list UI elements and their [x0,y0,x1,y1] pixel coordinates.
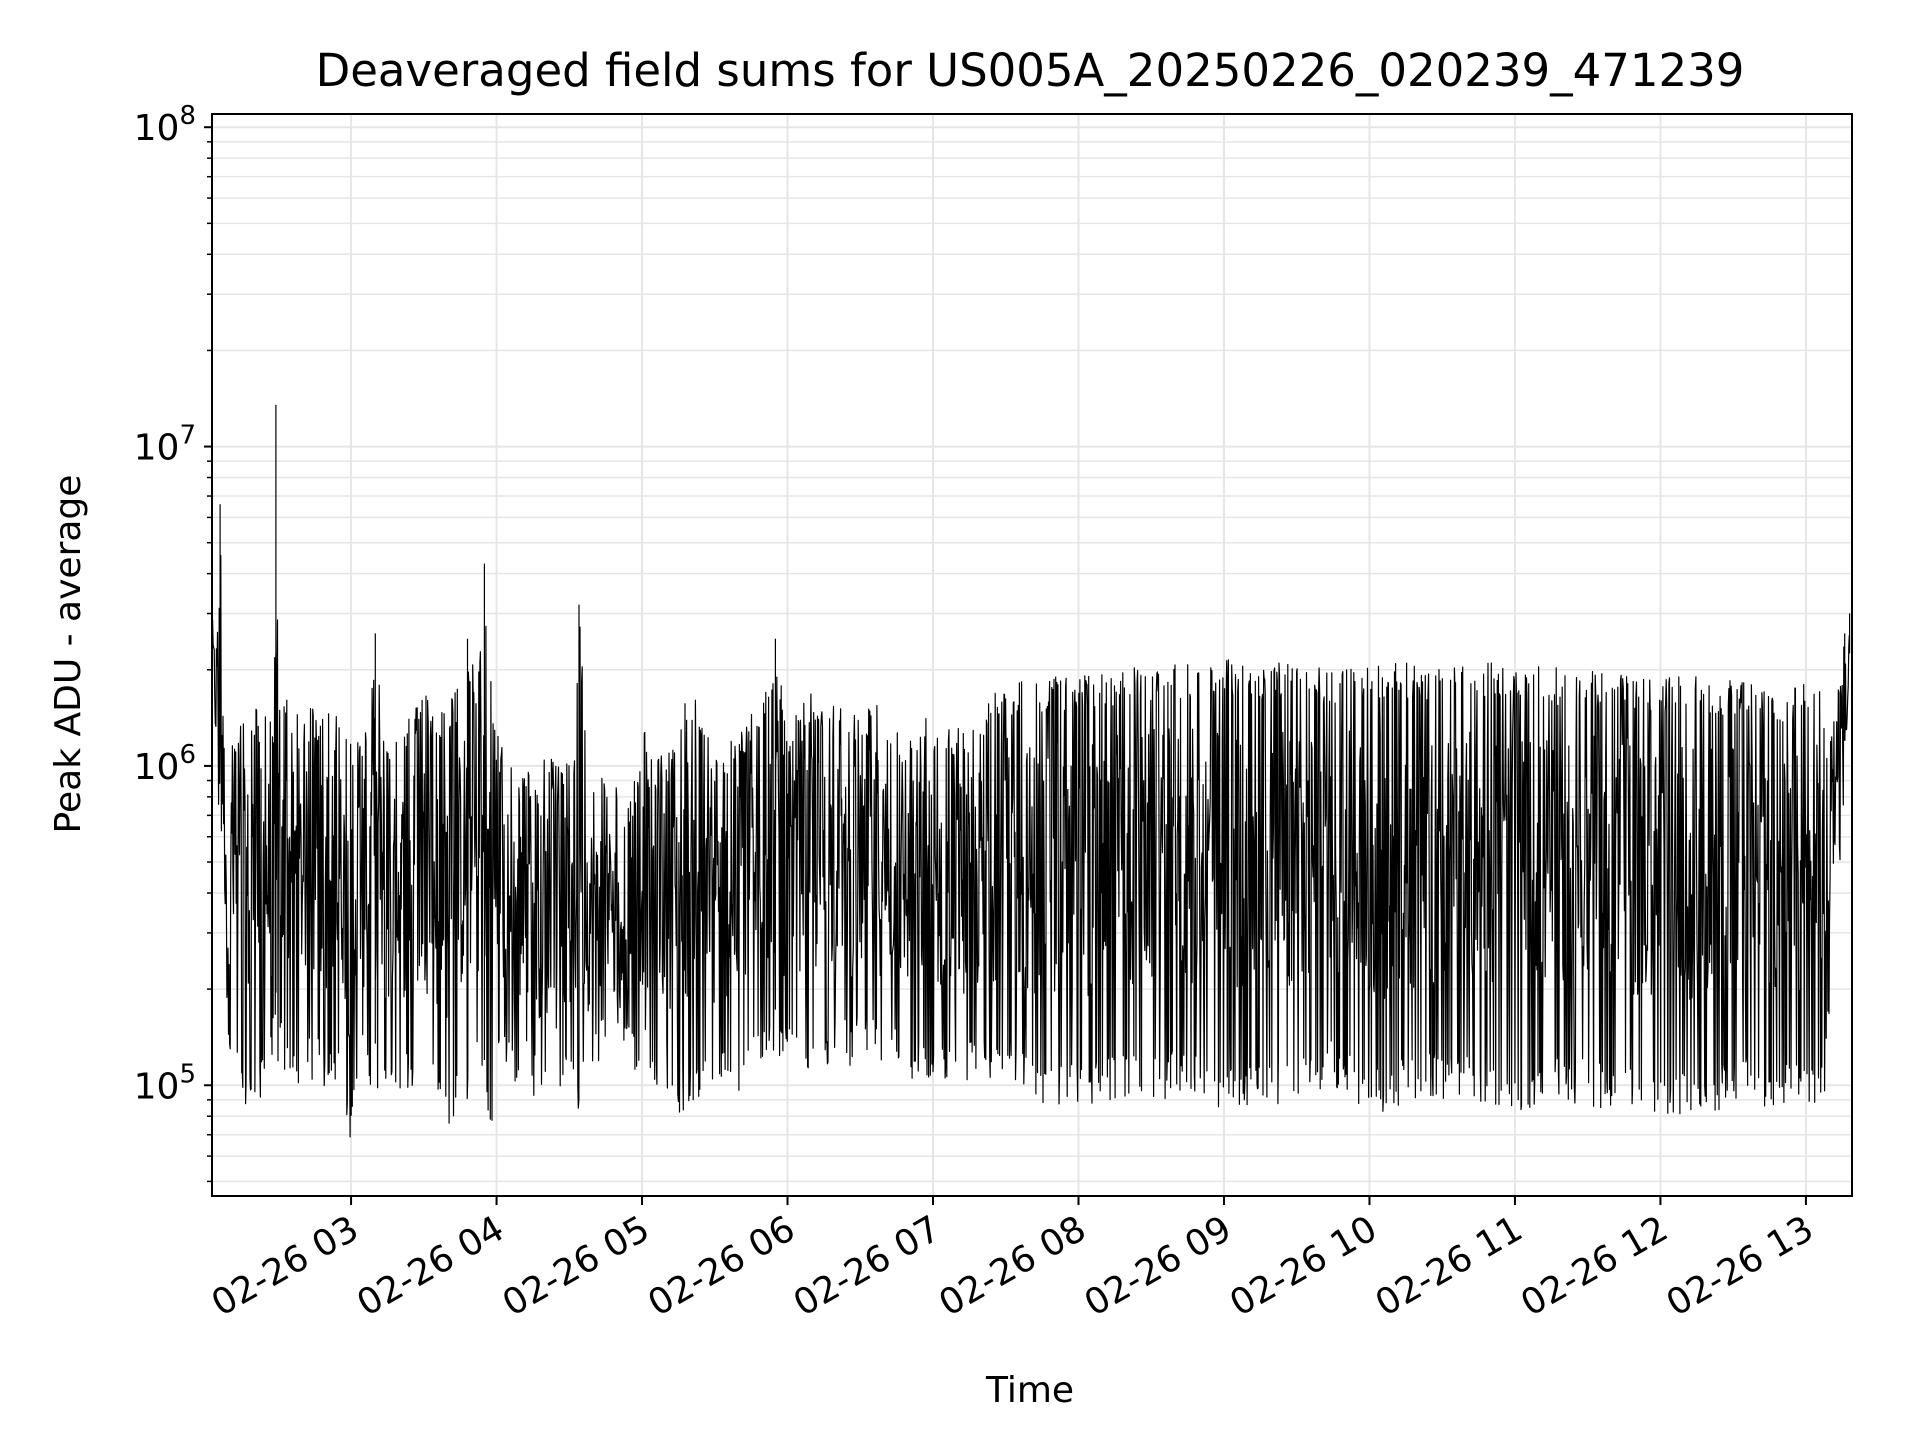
ticks [204,126,1807,1205]
y-tick-label: 108 [134,101,196,149]
y-axis-label: Peak ADU - average [48,475,89,834]
chart-title: Deaveraged field sums for US005A_2025022… [316,44,1745,97]
plot-frame [211,113,1853,1197]
y-tick-label: 105 [134,1059,196,1107]
data-area [211,404,1851,1138]
x-axis-label: Time [985,1370,1074,1411]
y-tick-label: 106 [134,740,196,788]
y-tick-label: 107 [134,421,196,469]
series-line [211,404,1851,1138]
